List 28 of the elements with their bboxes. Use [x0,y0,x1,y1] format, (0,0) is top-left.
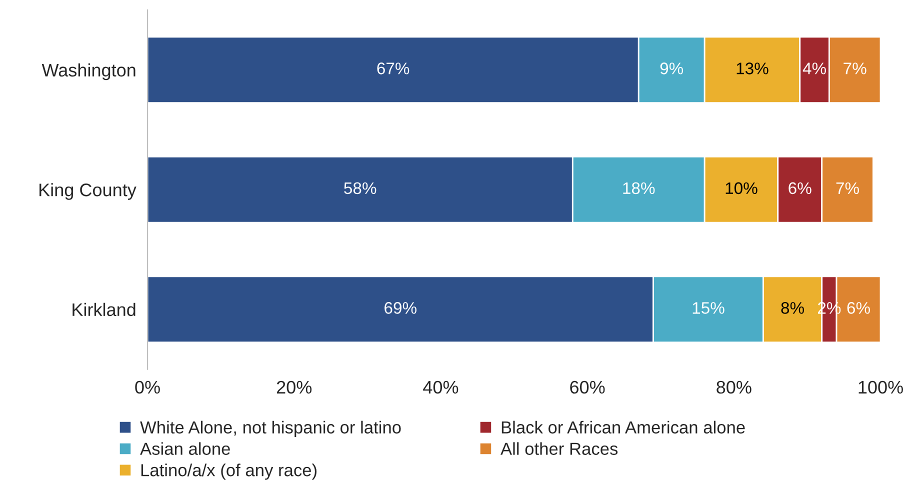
x-tick-label: 0% [135,380,160,394]
legend-label: Latino/a/x (of any race) [141,464,316,480]
data-label: 9% [660,62,684,74]
legend-label: White Alone, not hispanic or latino [140,420,401,437]
data-label: 7% [844,62,866,74]
data-label: 4% [802,62,826,74]
data-label: 69% [384,302,416,314]
data-label: 6% [847,302,870,314]
data-label: 6% [788,182,812,194]
legend-label: Asian alone [140,442,230,455]
legend-label: Black or African American alone [502,420,745,434]
data-label: 58% [344,182,376,194]
data-label: 8% [781,302,804,314]
x-tick-label: 80% [716,380,752,394]
x-tick-label: 20% [276,380,312,394]
y-tick-label: King County [40,183,136,200]
data-label: 13% [736,62,768,74]
legend-label: All other Races [500,442,618,455]
y-tick-label: Kirkland [72,302,136,316]
x-tick-label: 60% [570,380,605,394]
data-label: 7% [836,182,859,194]
data-label: 10% [726,182,758,194]
data-label: 15% [692,302,724,314]
data-label: 18% [623,182,655,194]
x-tick-label: 100% [858,380,903,394]
x-tick-label: 40% [423,380,458,394]
y-tick-label: Washington [42,63,136,80]
data-label: 67% [377,62,410,74]
